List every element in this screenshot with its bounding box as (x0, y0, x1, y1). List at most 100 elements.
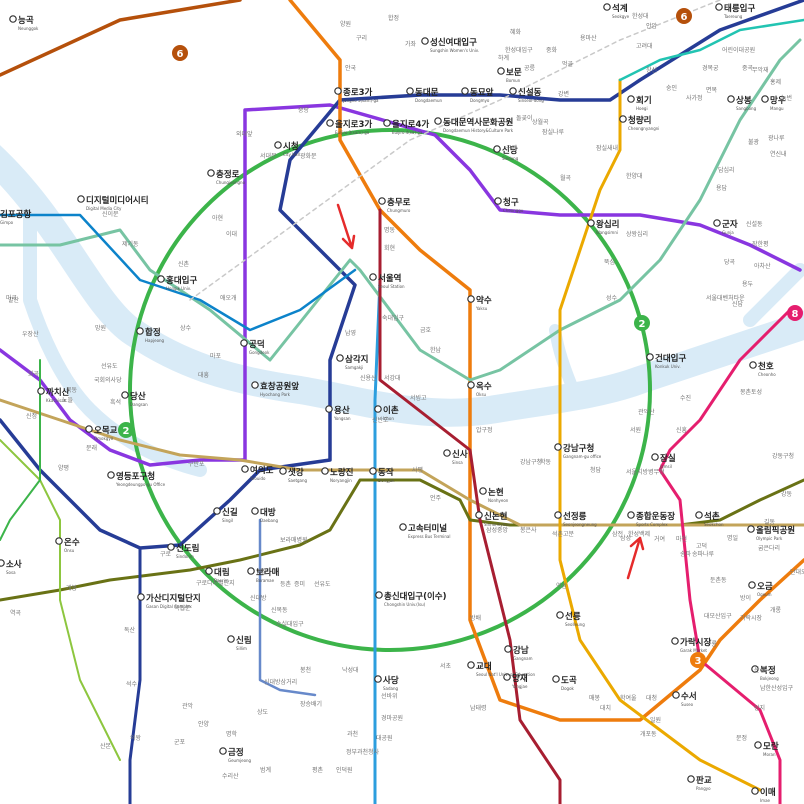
station-name: 복정 (760, 665, 776, 676)
station-marker (493, 145, 501, 153)
line-6 (0, 0, 242, 77)
station-minor-m23: 봉천 (300, 666, 311, 674)
station-minor-m9: 회현 (384, 244, 395, 252)
station-minor-m154: 제기동 (122, 240, 139, 248)
station-marker (503, 673, 511, 681)
station-marker (715, 3, 723, 11)
line-green-thin (0, 439, 121, 761)
station-minor-m69: 개포동 (640, 730, 657, 738)
line-9 (0, 398, 804, 527)
station-name: 선정릉 (563, 511, 587, 522)
station-minor-m62: 선바위 (381, 692, 398, 700)
station-minor-m13: 서빙고 (410, 394, 427, 402)
station-minor-m19: 역삼 (556, 582, 568, 590)
station-name-en: Seokchon (704, 522, 724, 527)
line-badge-6-top: 6 (676, 8, 692, 24)
station-marker (467, 661, 475, 669)
station-name-en: Ichon (383, 416, 394, 421)
station-marker (619, 115, 627, 123)
station-minor-m136: 광나루 (768, 134, 785, 142)
station-marker (751, 787, 759, 795)
station-name: 올림픽공원 (756, 525, 795, 536)
station-marker (37, 387, 45, 395)
station-minor-m156: 외대앞 (236, 130, 253, 138)
station-name: 이촌 (383, 405, 399, 416)
station-marker (326, 119, 334, 127)
station-minor-m133: 답십리 (718, 166, 735, 174)
station-name-en: Noryangjin (330, 478, 352, 483)
station-marker (227, 635, 235, 643)
line-airport (0, 213, 357, 332)
station-minor-m82: 강동 (781, 490, 793, 498)
station-minor-m28: 마포 (210, 352, 222, 360)
svg-text:6: 6 (177, 49, 184, 60)
station-marker (687, 775, 695, 783)
station-markers (0, 3, 769, 795)
station-minor-m144: 공릉 (524, 65, 536, 72)
station-name-en: Sungshin Women's Univ. (430, 48, 479, 53)
station-name-en: Onsu (64, 548, 75, 553)
station-marker (274, 141, 282, 149)
station-minor-m160: 합정 (388, 14, 399, 22)
station-minor-m57: 인덕원 (336, 766, 353, 774)
station-name: 천호 (758, 361, 774, 372)
station-minor-m45: 역곡 (10, 609, 22, 617)
station-minor-m58: 정부과천청사 (346, 748, 380, 756)
station-minor-m16: 강남구청 (520, 458, 542, 466)
station-minor-m90: 거여 (654, 535, 665, 543)
station-name-en: Hongik Univ. (166, 286, 191, 291)
station-name: 종합운동장 (636, 511, 675, 522)
station-chongshin: 총신대입구(이수)Chongshin Univ.(Isu) (384, 591, 447, 607)
station-name: 여의도 (250, 465, 274, 476)
station-minor-m4: 혜화 (510, 28, 522, 36)
station-marker (467, 295, 475, 303)
station-minor-m38: 우장산 (22, 330, 39, 338)
station-name-en: Daebang (260, 518, 279, 523)
station-minor-m88: 방이 (740, 594, 751, 602)
station-marker (334, 87, 342, 95)
station-name-en: Yaksu (475, 306, 488, 311)
station-minor-m147: 상월곡 (532, 118, 549, 126)
line-gray-dashed (189, 0, 721, 301)
station-minor-m70: 구룡 (706, 641, 718, 648)
station-minor-m125: 잠실나루 (542, 128, 565, 136)
station-marker (504, 645, 512, 653)
station-name: 수서 (681, 691, 697, 702)
station-name-en: Samgakji (345, 365, 363, 370)
station-minor-m143: 먹골 (562, 60, 574, 68)
station-name: 까치산 (46, 387, 70, 398)
station-name-en: Mangu (770, 106, 784, 111)
station-marker (747, 525, 755, 533)
station-name: 홍대입구 (166, 275, 197, 286)
station-minor-m73: 문정 (736, 735, 747, 742)
station-name: 합정 (145, 327, 161, 338)
station-minor-m30: 상수 (180, 324, 192, 332)
station-name: 대방 (260, 507, 276, 518)
station-minor-m67: 대청 (646, 694, 657, 702)
station-marker (587, 219, 595, 227)
station-minor-m44: 개봉 (66, 584, 78, 592)
station-name-en: Singil (222, 518, 233, 523)
station-name-en: Suseo (681, 702, 694, 707)
station-marker (672, 691, 680, 699)
station-minor-m139: 면목 (706, 86, 718, 94)
station-minor-m10: 명동 (384, 226, 396, 234)
line-badge-3: 3 (690, 652, 706, 668)
station-marker (378, 197, 386, 205)
